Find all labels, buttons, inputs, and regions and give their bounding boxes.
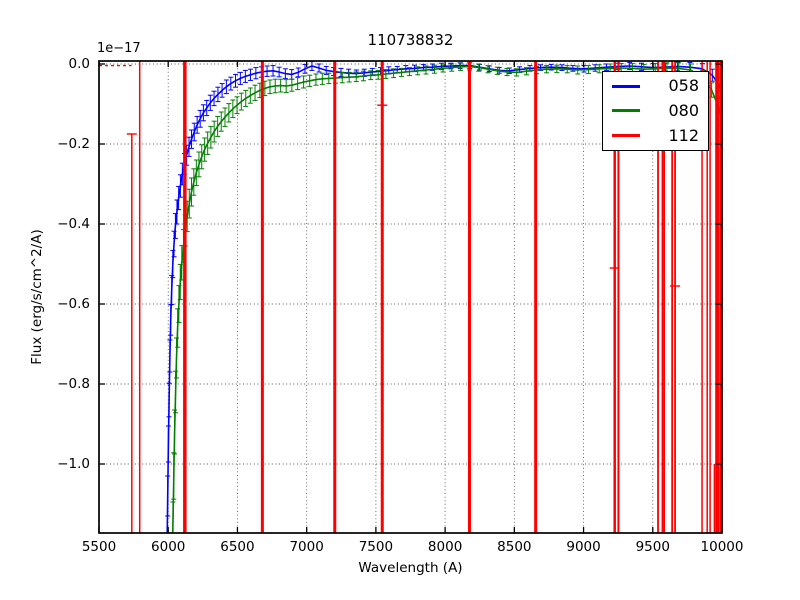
legend-label: 080 [668,100,699,120]
legend-label: 112 [668,125,699,145]
x-tick-label: 8000 [427,539,463,555]
y-tick-label: −0.2 [57,136,90,152]
legend-line-sample-green [612,109,640,113]
x-tick-label: 7500 [358,539,394,555]
x-tick-label: 6500 [220,539,255,555]
chart-title: 110738832 [367,31,454,49]
legend-line-sample-blue [612,84,640,88]
y-tick-label: −0.8 [57,376,90,392]
y-tick-label: −0.6 [57,296,90,312]
x-tick-label: 8500 [497,539,532,555]
x-tick-label: 10000 [700,539,744,555]
legend-entry-058: 058 [603,78,708,94]
x-tick-label: 9500 [635,539,670,555]
y-tick-label: −0.4 [57,216,90,232]
legend-line-sample-red [612,134,640,138]
x-tick-label: 6000 [151,539,186,555]
x-tick-label: 5500 [81,539,117,555]
legend-label: 058 [668,76,699,96]
y-tick-label: 0.0 [68,56,90,72]
y-tick-label: −1.0 [57,456,90,472]
legend: 058 080 112 [602,71,709,151]
legend-entry-112: 112 [603,125,708,145]
x-tick-label: 7000 [289,539,324,555]
x-tick-label: 9000 [566,539,601,555]
legend-entry-080: 080 [603,100,708,120]
y-axis-offset-text: 1e−17 [97,41,141,56]
x-axis-label: Wavelength (A) [358,560,463,576]
